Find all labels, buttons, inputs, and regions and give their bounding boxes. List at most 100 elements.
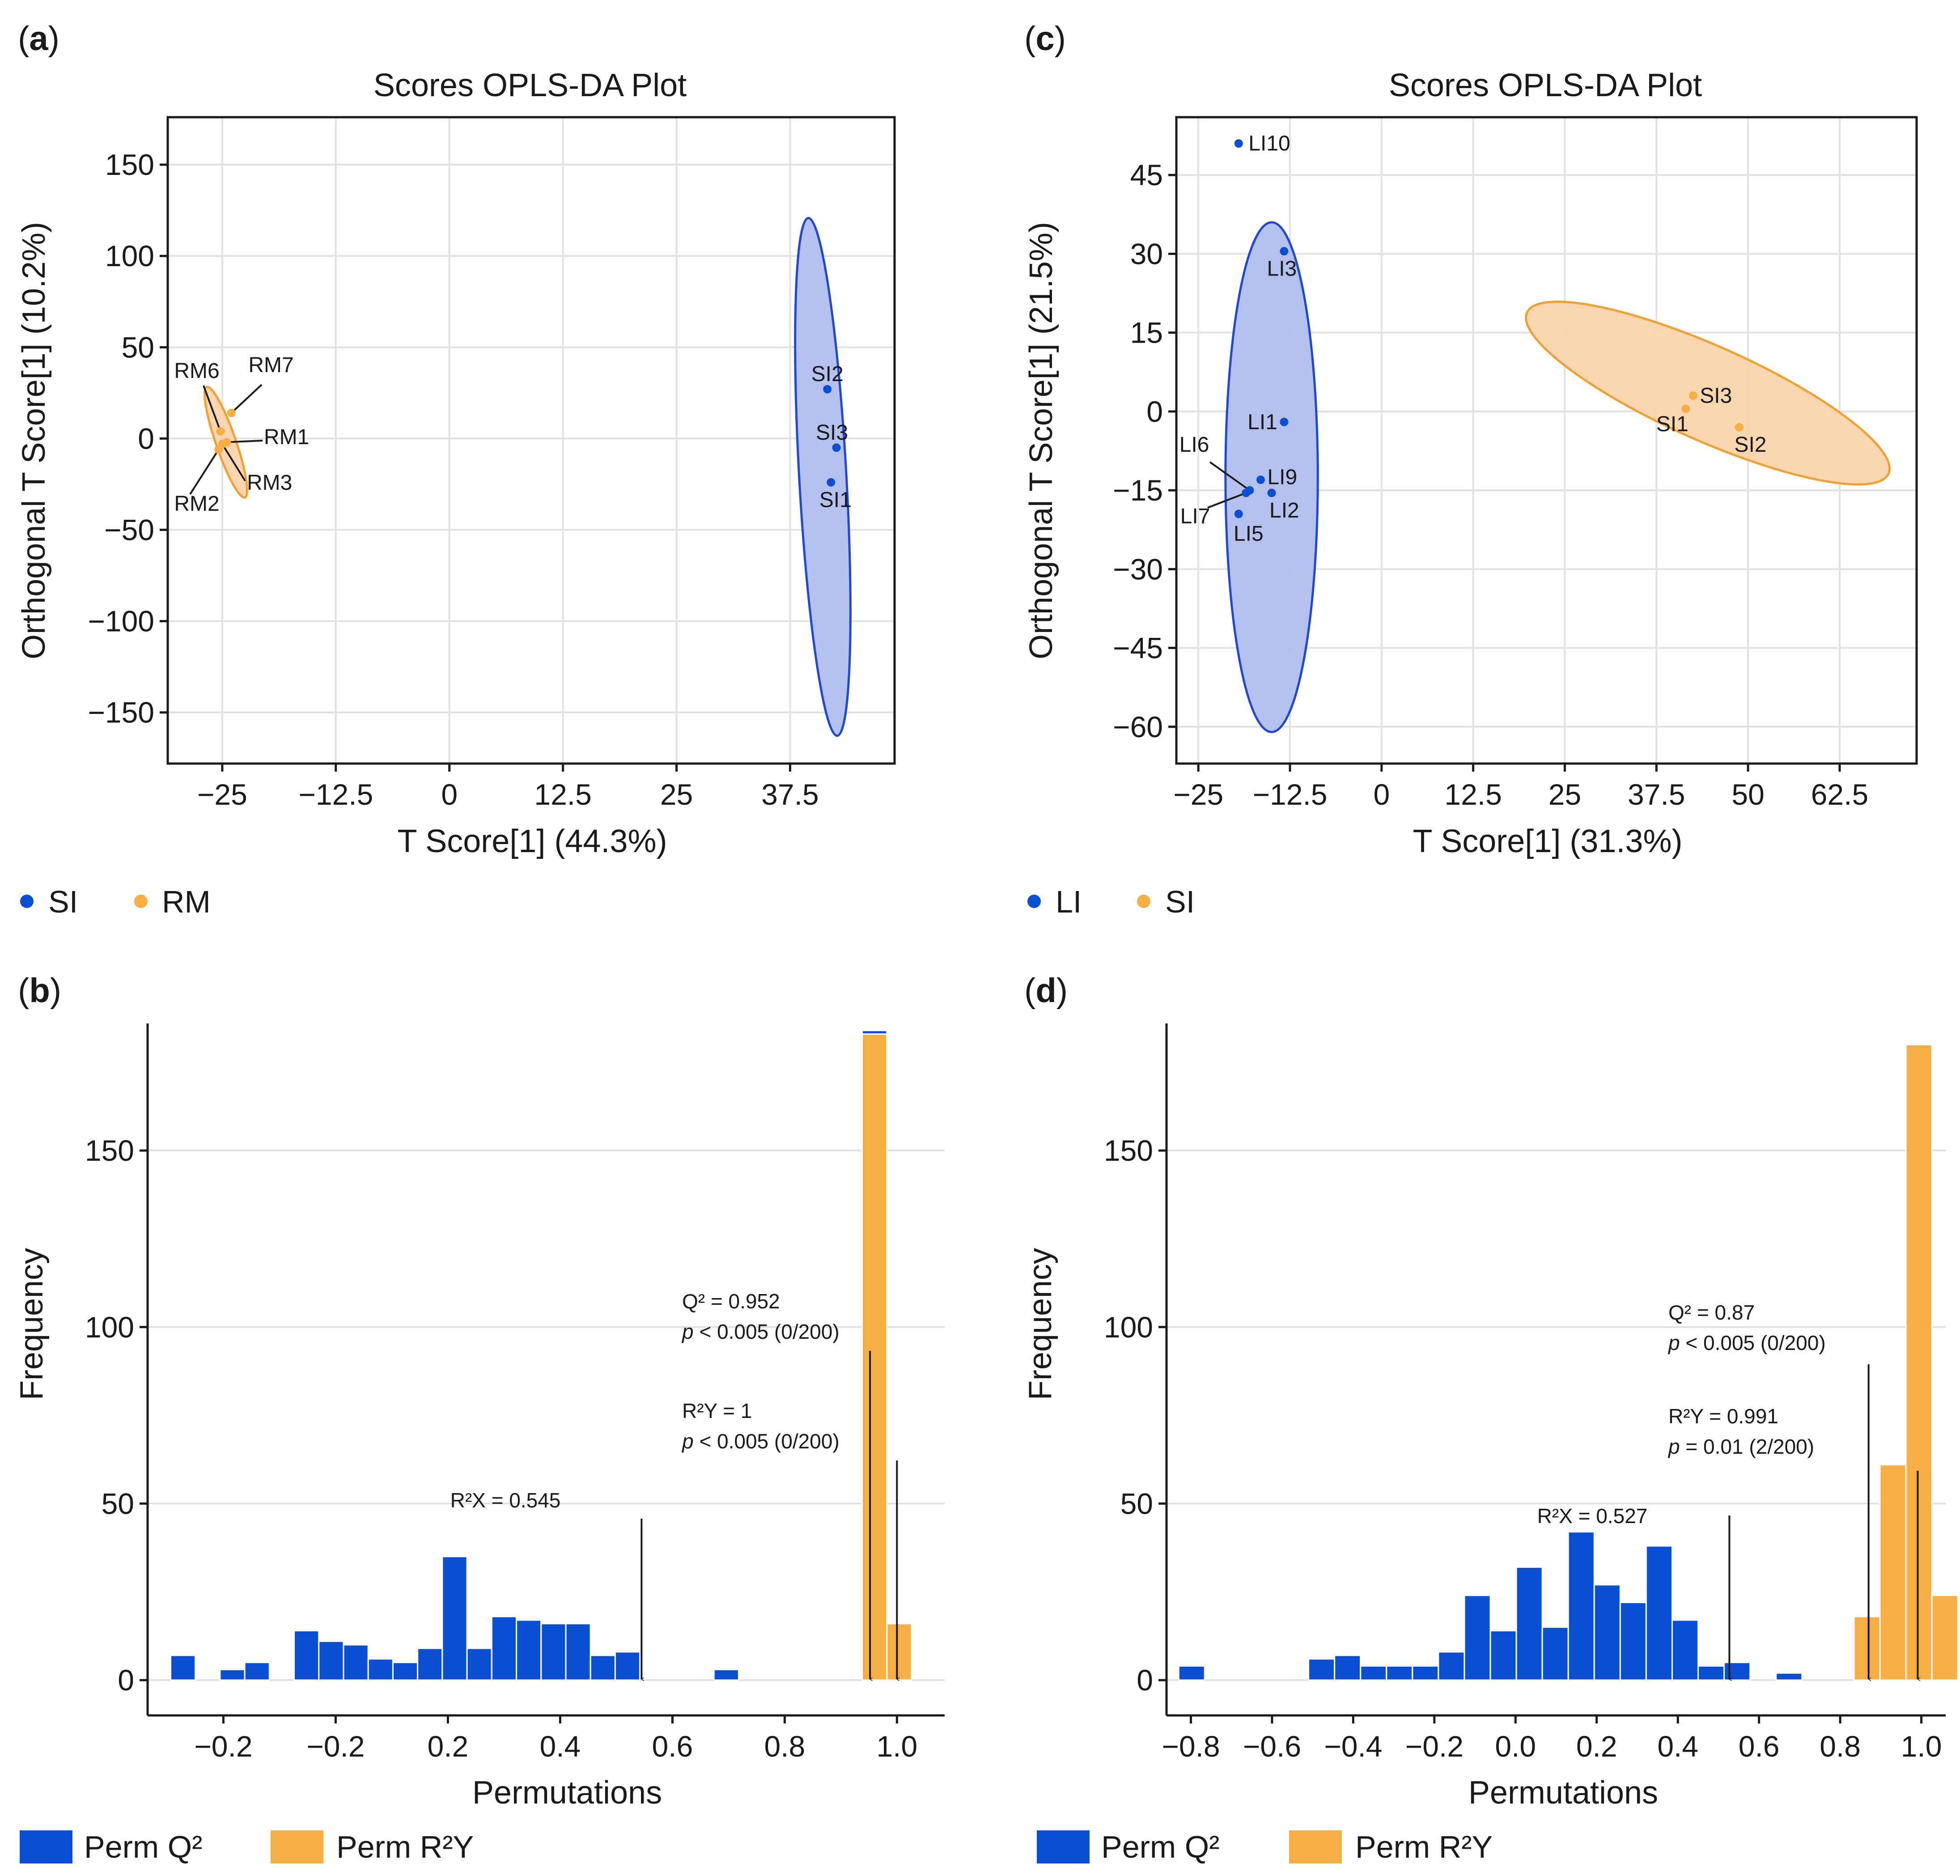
point-label-si1: SI1 [819, 488, 852, 512]
y-tick-label: −15 [1113, 474, 1163, 507]
confidence-ellipse-li [1224, 221, 1319, 734]
bar-perm-q-7 [1464, 1595, 1491, 1681]
point-label-li6: LI6 [1179, 433, 1209, 457]
bar-perm-q-12 [515, 1619, 542, 1681]
annotation-p-value: = 0.01 (2/200) [1685, 1435, 1814, 1458]
scores-plot-c: Scores OPLS-DA Plot LI10 LI3 LI1 LI9 LI2 LI6 L… [1023, 68, 1918, 919]
x-tick-label: 12.5 [1444, 778, 1502, 811]
data-point-li2 [1267, 488, 1276, 497]
x-axis-title-d: Permutations [1468, 1775, 1658, 1811]
y-tick-label: 0 [138, 422, 154, 455]
y-tick-label: 150 [1104, 1134, 1153, 1167]
x-tick-label: −0.2 [1405, 1730, 1464, 1763]
point-label-si1: SI1 [1656, 412, 1688, 436]
legend-label-si: SI [48, 884, 78, 919]
bar-perm-q-15 [1671, 1619, 1699, 1681]
x-tick-label: 0.6 [652, 1730, 693, 1763]
legend-label-rm: RM [162, 884, 211, 919]
y-tick-label: −50 [104, 514, 154, 547]
y-tick-label: −30 [1113, 552, 1163, 586]
x-axis-title-c: T Score[1] (31.3%) [1413, 823, 1683, 859]
y-axis-title-b: Frequency [14, 1248, 50, 1400]
annotation-p-symbol: p [1667, 1331, 1680, 1354]
bar-perm-q-14 [565, 1623, 591, 1681]
legend-c: LI SI [1027, 884, 1195, 919]
y-tick-label: 100 [85, 1311, 134, 1344]
annotation-stat-line2: p < 0.005 (0/200) [1667, 1331, 1826, 1354]
annotation-stat-line1: R²Y = 1 [682, 1399, 752, 1422]
data-point-si2 [1735, 423, 1744, 432]
x-tick-label: 0.6 [1739, 1730, 1780, 1763]
scores-plot-a: Scores OPLS-DA Plot SI2 SI3 SI1 RM6 RM7 RM1 RM… [16, 68, 896, 919]
leader-line-li6 [1209, 461, 1251, 491]
x-tick-label: 25 [660, 778, 693, 811]
x-tick-label: −0.4 [1324, 1730, 1382, 1763]
bar-perm-q-6 [1438, 1651, 1465, 1681]
x-tick-label: 62.5 [1811, 778, 1868, 811]
bar-perm-q-2 [244, 1662, 270, 1681]
bar-perm-q-13 [1619, 1601, 1647, 1681]
y-tick-label: 45 [1130, 158, 1163, 191]
bar-perm-q-8 [417, 1647, 443, 1681]
point-label-rm2: RM2 [174, 492, 219, 516]
x-tick-label: −0.2 [306, 1730, 365, 1763]
legend-d: Perm Q² Perm R²Y [1037, 1829, 1493, 1864]
legend-swatch-perm-q2-d [1037, 1830, 1090, 1863]
panel-label-b: (b) [18, 972, 61, 1010]
data-point-li5 [1234, 509, 1243, 518]
x-tick-label: −0.2 [194, 1730, 252, 1763]
point-label-li2: LI2 [1269, 499, 1299, 522]
legend-swatch-perm-q2-b [20, 1830, 72, 1863]
legend-label-li: LI [1056, 884, 1082, 919]
y-tick-label: 100 [105, 239, 154, 272]
bar-perm-r-y-2 [1905, 1044, 1933, 1681]
bar-perm-q-0 [1178, 1665, 1205, 1681]
x-tick-label: 37.5 [1628, 778, 1685, 811]
bar-perm-r-y-1 [1879, 1464, 1907, 1681]
annotation-space [1680, 1435, 1686, 1458]
legend-swatch-perm-r2y-d [1289, 1830, 1342, 1863]
annotation-p-symbol: p [681, 1430, 694, 1453]
annotation-stat-line1: Q² = 0.87 [1668, 1301, 1755, 1324]
y-tick-label: −100 [88, 605, 154, 638]
y-axis-title-d: Frequency [1022, 1248, 1058, 1400]
bar-perm-q-7 [392, 1662, 419, 1681]
y-tick-label: −45 [1113, 632, 1163, 665]
point-label-si3: SI3 [816, 421, 848, 445]
point-label-si2: SI2 [1734, 433, 1766, 457]
legend-label-perm-r2y-b: Perm R²Y [336, 1829, 474, 1864]
x-tick-label: 50 [1731, 778, 1764, 811]
x-axis-title-a: T Score[1] (44.3%) [398, 823, 667, 859]
data-point-si3 [1688, 391, 1697, 400]
legend-label-perm-q2-b: Perm Q² [84, 1829, 202, 1864]
data-point-li9 [1256, 475, 1265, 484]
data-point-si2 [823, 385, 832, 394]
bar-perm-r-y-1 [886, 1623, 912, 1681]
annotation-stat-line2: p < 0.005 (0/200) [681, 1320, 840, 1343]
bar-perm-q-18 [1775, 1672, 1803, 1681]
x-tick-label: 0.4 [1657, 1730, 1698, 1763]
point-label-rm6: RM6 [174, 359, 219, 383]
bar-perm-q-14 [1645, 1545, 1673, 1681]
legend-label-si-c: SI [1165, 884, 1195, 919]
x-tick-label: 0.4 [539, 1730, 581, 1763]
y-tick-label: 150 [85, 1134, 134, 1167]
annotation-p-value: < 0.005 (0/200) [699, 1320, 839, 1343]
chart-title-c: Scores OPLS-DA Plot [1389, 68, 1702, 103]
annotation-stat-line1: R²Y = 0.991 [1668, 1405, 1778, 1428]
x-tick-label: 0.2 [428, 1730, 469, 1763]
x-tick-label: 37.5 [761, 778, 819, 811]
permutation-histogram-b: R²X = 0.545 Q² = 0.952 p < 0.005 (0/200) R²… [14, 1023, 945, 1864]
bar-perm-q-12 [1593, 1584, 1621, 1681]
y-tick-label: 15 [1130, 316, 1163, 349]
y-tick-label: 0 [1146, 395, 1163, 428]
data-point-li10 [1234, 139, 1243, 148]
chart-title-a: Scores OPLS-DA Plot [373, 68, 687, 103]
bar-perm-q-11 [1567, 1531, 1595, 1681]
bar-overlay-perm-r2y [861, 1033, 888, 1681]
x-tick-label: 0.8 [764, 1730, 805, 1763]
plot-frame-c [1175, 116, 1918, 765]
panel-label-c: (c) [1024, 20, 1066, 58]
bar-perm-q-10 [466, 1647, 492, 1681]
legend-b: Perm Q² Perm R²Y [20, 1829, 474, 1864]
